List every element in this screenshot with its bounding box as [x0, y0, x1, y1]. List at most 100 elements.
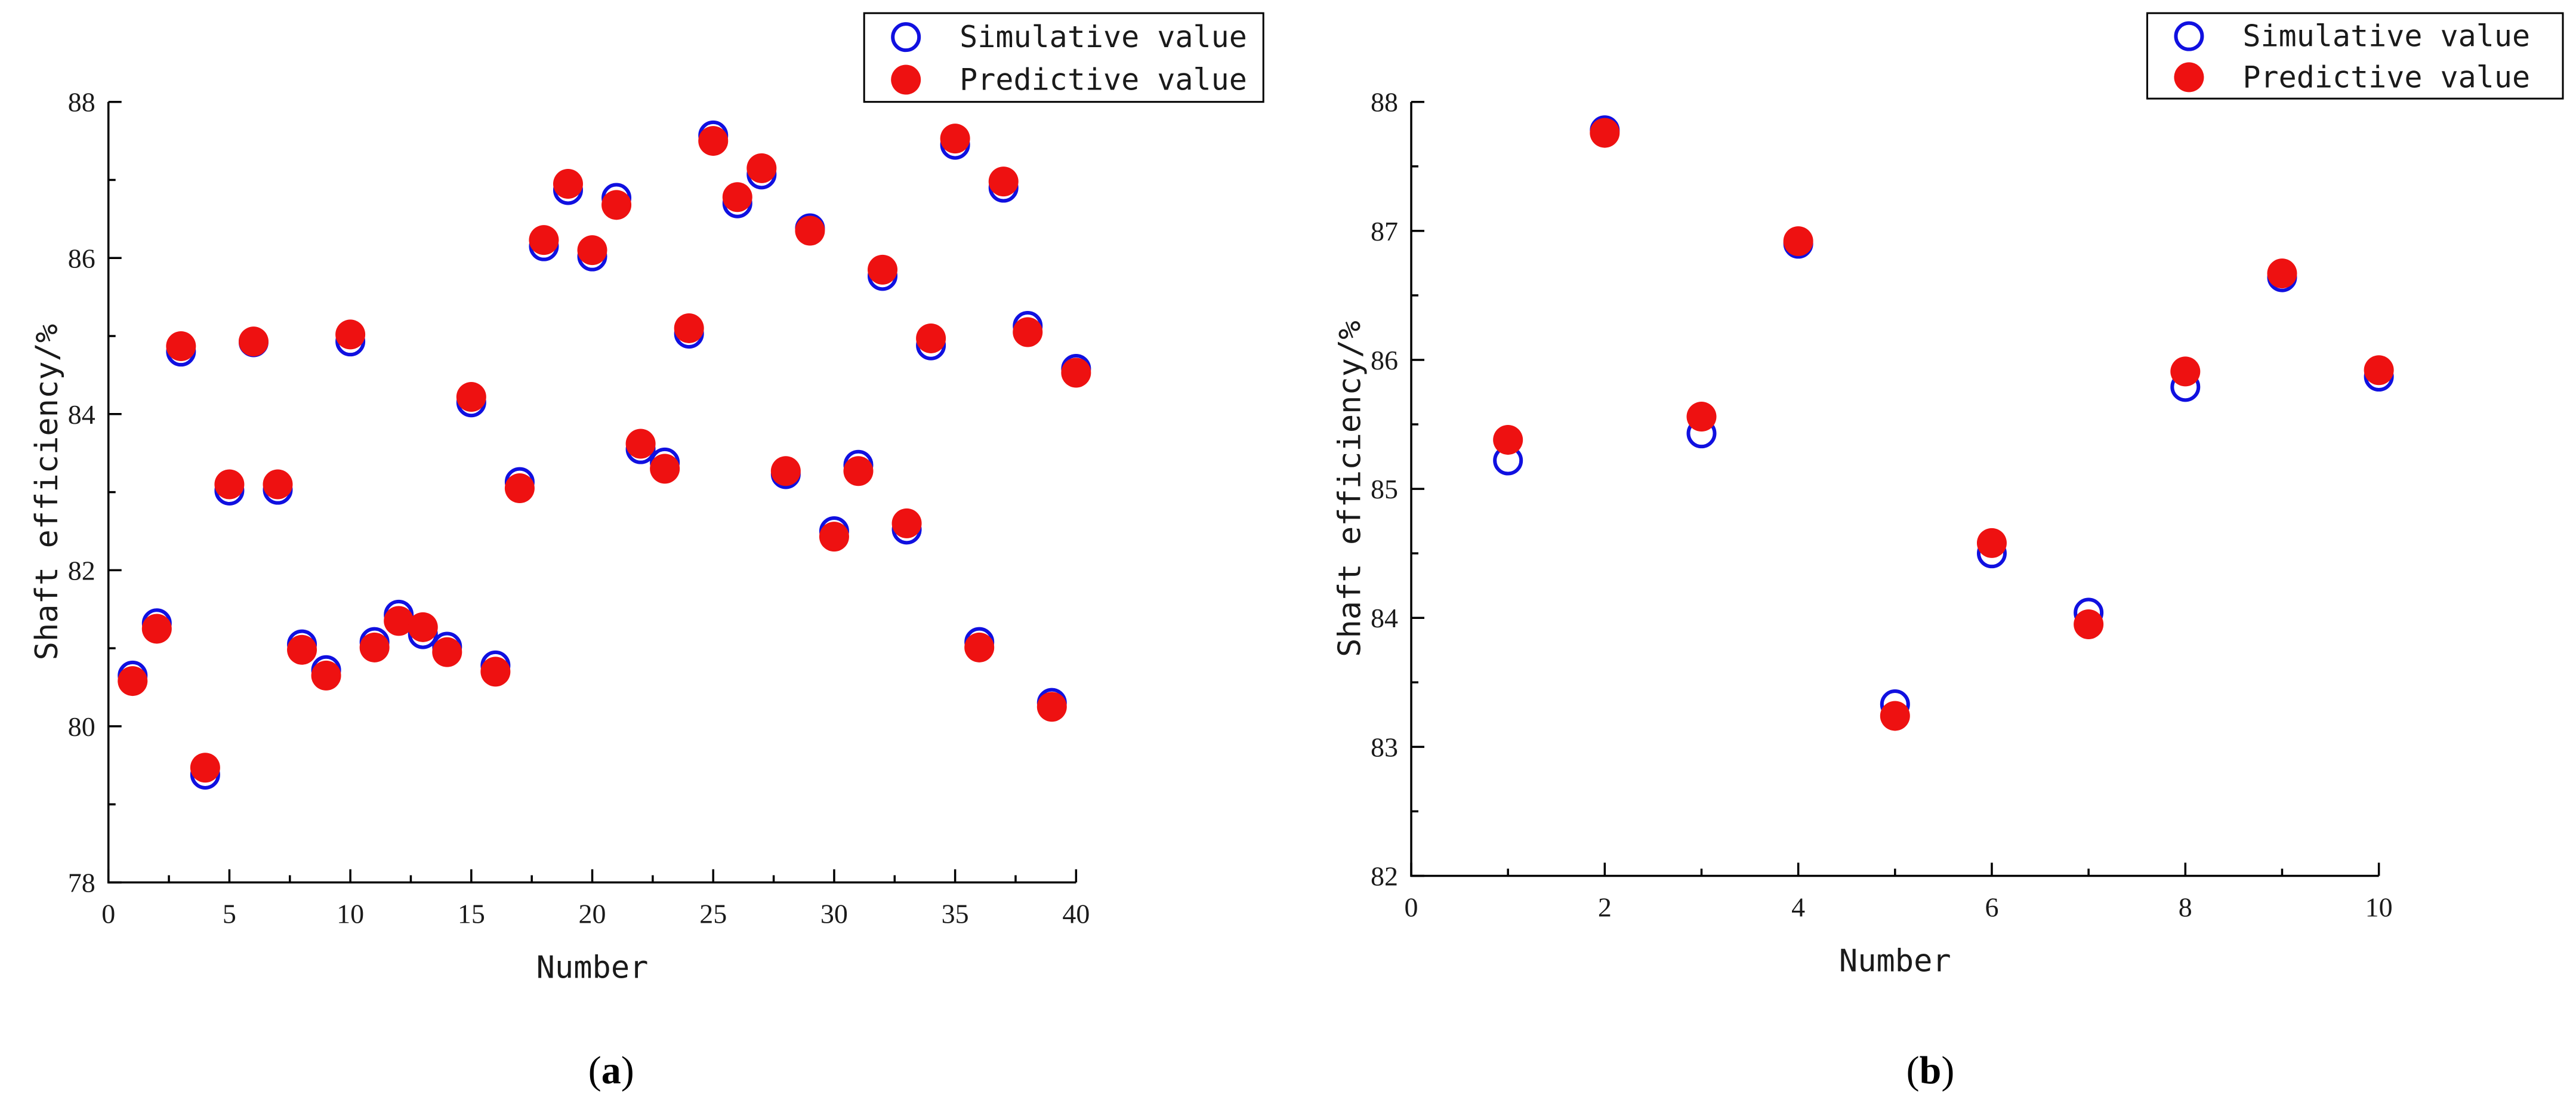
- legend-a: Simulative value Predictive value: [863, 12, 1264, 103]
- predictive-point-a: [1061, 358, 1091, 388]
- predictive-point-a: [456, 382, 486, 412]
- axes-frame-a: [107, 101, 1076, 884]
- caption-b: (b): [1906, 1049, 1955, 1092]
- predictive-point-a: [504, 473, 535, 504]
- predictive-point-a: [650, 454, 680, 484]
- predictive-point-a: [1013, 317, 1043, 347]
- x-tick-label-a: 20: [579, 898, 606, 929]
- x-axis-title-a: Number: [536, 950, 649, 985]
- predictive-point-b: [2267, 258, 2297, 289]
- predictive-point-a: [868, 254, 898, 285]
- x-tick-label-a: 35: [942, 898, 969, 929]
- y-tick-label-b: 84: [1371, 603, 1398, 633]
- predictive-point-a: [214, 469, 245, 500]
- predictive-point-b: [2074, 609, 2104, 640]
- predictive-point-a: [964, 632, 995, 662]
- x-axis-title-b: Number: [1839, 943, 1951, 979]
- y-tick-label-a: 82: [68, 555, 95, 585]
- legend-box-b: [2146, 12, 2564, 100]
- x-tick-label-a: 40: [1062, 898, 1090, 929]
- predictive-point-b: [1686, 402, 1717, 432]
- x-tick-label-b: 6: [1985, 892, 1998, 922]
- x-tick-label-a: 0: [101, 898, 115, 929]
- x-tick-label-b: 2: [1598, 892, 1612, 922]
- y-tick-label-a: 88: [68, 87, 95, 118]
- x-tick-label-a: 5: [223, 898, 236, 929]
- legend-label-b: Predictive value: [2242, 60, 2530, 94]
- predictive-point-b: [1976, 528, 2007, 558]
- predictive-point-a: [238, 326, 269, 357]
- predictive-point-a: [770, 456, 801, 486]
- x-tick-label-a: 10: [337, 898, 364, 929]
- x-tick-label-b: 10: [2365, 892, 2393, 922]
- predictive-point-a: [118, 666, 148, 697]
- legend-box-a: [863, 12, 1264, 103]
- predictive-point-a: [891, 508, 922, 538]
- predictive-point-a: [359, 632, 390, 662]
- predictive-point-a: [287, 634, 317, 665]
- y-tick-label-a: 84: [68, 399, 95, 430]
- predictive-point-b: [1493, 424, 1523, 455]
- predictive-point-a: [601, 190, 632, 220]
- y-tick-label-a: 86: [68, 243, 95, 273]
- predictive-point-a: [432, 637, 462, 667]
- legend-hollow-circle-icon: [891, 22, 921, 53]
- predictive-point-a: [722, 182, 752, 212]
- predictive-point-a: [263, 469, 293, 500]
- predictive-point-a: [819, 522, 849, 552]
- predictive-point-a: [795, 215, 825, 246]
- legend-filled-circle-icon: [2174, 62, 2204, 93]
- y-tick-label-b: 85: [1371, 474, 1398, 504]
- predictive-point-b: [1590, 118, 1620, 148]
- predictive-point-b: [2170, 356, 2201, 387]
- predictive-point-b: [1783, 226, 1813, 257]
- chart-a: 0 5 10 15 20 25 30 35 40 78 80 82 84 86 88 Number Shaft …: [29, 12, 1264, 1092]
- predictive-point-a: [988, 167, 1019, 197]
- predictive-point-a: [916, 323, 946, 353]
- predictive-point-a: [843, 456, 874, 486]
- x-tick-label-b: 4: [1791, 892, 1805, 922]
- y-axis-title-a: Shaft efficiency/%: [29, 324, 65, 661]
- predictive-point-a: [335, 319, 366, 350]
- x-tick-label-a: 25: [699, 898, 727, 929]
- caption-a: (a): [588, 1049, 634, 1092]
- predictive-point-a: [1036, 692, 1067, 722]
- x-tick-label-a: 30: [820, 898, 848, 929]
- y-tick-label-b: 82: [1371, 861, 1398, 891]
- predictive-point-a: [698, 126, 729, 156]
- predictive-point-a: [746, 153, 777, 183]
- predictive-point-a: [553, 169, 583, 199]
- chart-b: 0 2 4 6 8 10 82 83 84 85 86 87 88 Number Shaft efficie…: [1332, 12, 2564, 1092]
- caption-letter-a: a: [601, 1049, 621, 1092]
- x-tick-label-b: 8: [2179, 892, 2192, 922]
- y-tick-label-b: 88: [1371, 87, 1398, 118]
- legend-label-a: Simulative value: [960, 20, 1247, 54]
- predictive-point-b: [2364, 355, 2394, 386]
- predictive-point-a: [625, 429, 656, 459]
- predictive-point-a: [940, 124, 970, 154]
- y-axis-title-b: Shaft efficiency/%: [1332, 321, 1368, 657]
- y-tick-label-a: 80: [68, 711, 95, 742]
- y-tick-label-b: 87: [1371, 216, 1398, 246]
- axes-frame-b: [1410, 101, 2379, 877]
- x-tick-label-a: 15: [458, 898, 485, 929]
- predictive-point-a: [529, 225, 559, 255]
- caption-letter-b: b: [1920, 1049, 1942, 1092]
- predictive-point-a: [166, 331, 196, 362]
- predictive-point-a: [190, 753, 220, 783]
- predictive-point-b: [1880, 701, 1910, 731]
- predictive-point-a: [311, 660, 341, 691]
- predictive-point-a: [384, 606, 414, 636]
- x-tick-label-b: 0: [1404, 892, 1418, 922]
- legend-label-b: Simulative value: [2242, 19, 2530, 54]
- legend-hollow-circle-icon: [2174, 21, 2204, 51]
- predictive-point-a: [480, 657, 511, 687]
- predictive-point-a: [408, 612, 438, 642]
- legend-b: Simulative value Predictive value: [2146, 12, 2564, 100]
- predictive-point-a: [141, 614, 172, 644]
- y-tick-label-a: 78: [68, 867, 95, 898]
- predictive-point-a: [674, 313, 704, 343]
- predictive-point-a: [577, 235, 607, 266]
- legend-label-a: Predictive value: [960, 63, 1247, 97]
